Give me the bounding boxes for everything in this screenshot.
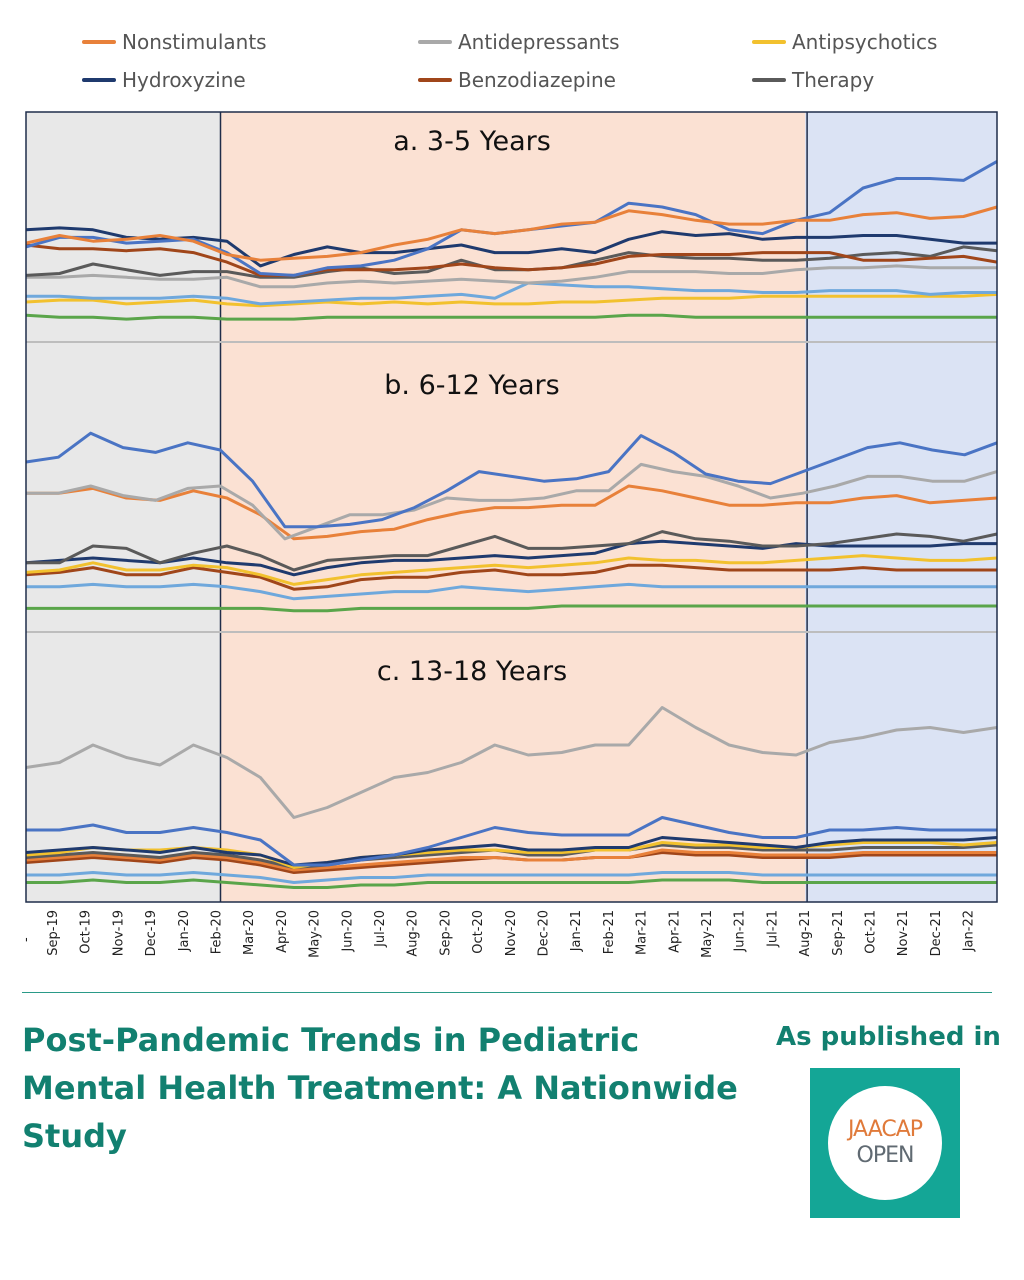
legend-item-nonstimulants: Nonstimulants [82,30,267,54]
x-tick-label: Feb-20 [210,910,225,954]
legend-label: Antipsychotics [792,30,938,54]
x-tick-label: Oct-21 [864,910,879,954]
legend-swatch [752,40,786,44]
series-line-benzodiazepine [25,243,998,277]
series-line-nonstimulants [26,484,998,541]
logo-text-open: OPEN [856,1143,915,1168]
x-tick-label: May-21 [700,910,715,958]
x-tick-label: Jun-20 [340,910,355,953]
series-line-hydroxyzine [25,539,997,577]
legend-label: Nonstimulants [122,30,267,54]
footer-divider [22,992,992,993]
x-tick-label: Oct-19 [79,910,94,954]
series-line-benzodiazepine [25,563,997,591]
published-in-label: As published in [776,1022,1001,1052]
legend-label: Therapy [792,68,875,92]
series-line-hydroxyzine [25,226,997,268]
line-chart: a. 3-5 Years b. 6-12 Years c. 13-18 Years -… [19,111,998,958]
logo-text-jaacap: JAACAP [847,1117,923,1142]
series-line-nonstimulants [25,848,997,872]
series-line-nonstimulants [25,205,998,262]
x-tick-label: Feb-21 [602,910,617,954]
series-line-antidepressants [26,462,998,541]
x-tick-label: Aug-20 [406,910,421,957]
legend-item-antidepressants: Antidepressants [418,30,620,54]
x-tick-label: Jun-21 [733,910,748,953]
legend-item-benzodiazepine: Benzodiazepine [418,68,616,92]
legend-swatch [752,78,786,82]
panel-title: a. 3-5 Years [393,126,551,157]
x-tick-label: Apr-20 [275,910,290,953]
x-tick-label: Oct-20 [471,910,486,954]
x-tick-label: Apr-21 [667,910,682,953]
x-tick-label: Nov-20 [504,910,519,956]
x-tick-label: Mar-20 [242,910,257,955]
series-line-light-blue [26,281,997,306]
x-tick-label: Sep-19 [46,910,61,956]
x-tick-label: Sep-21 [831,910,846,956]
series-line-antidepressants [26,264,997,289]
x-tick-label: Mar-21 [635,910,650,955]
legend-label: Benzodiazepine [458,68,616,92]
x-tick-label: Jul-20 [373,910,388,948]
x-tick-label: Jan-22 [962,910,977,952]
logo-circle: JAACAP OPEN [828,1086,942,1200]
x-tick-label: Dec-21 [929,910,944,956]
series-line-green [26,604,997,613]
series-line-therapy [26,530,998,572]
legend-item-hydroxyzine: Hydroxyzine [82,68,246,92]
legend-label: Hydroxyzine [122,68,246,92]
series-line-hydroxyzine [25,836,998,867]
panel-title: b. 6-12 Years [384,370,559,401]
series-line-green [25,313,997,321]
legend-swatch [82,40,116,44]
series-line-antidepressants [25,706,998,819]
x-tick-label: Jan-21 [569,910,584,952]
chart-frame [25,111,998,903]
chart-legend: Nonstimulants Antidepressants Antipsychoti… [0,0,1024,110]
legend-swatch [82,78,116,82]
x-tick-label: - [19,937,34,942]
x-tick-label: May-20 [308,910,323,958]
series-line-antipsychotics [25,292,998,308]
legend-item-therapy: Therapy [752,68,874,92]
series-line-antipsychotics [25,554,998,586]
x-tick-label: Nov-19 [111,910,126,956]
x-tick-label: Jan-20 [177,910,192,952]
legend-swatch [418,40,452,44]
x-tick-label: Dec-19 [144,910,159,956]
series-line-blue [26,816,997,867]
study-title: Post-Pandemic Trends in Pediatric Mental… [22,1021,738,1155]
legend-item-antipsychotics: Antipsychotics [752,30,937,54]
x-tick-label: Nov-21 [896,910,911,956]
legend-label: Antidepressants [458,30,620,54]
x-tick-label: Jul-21 [765,910,780,948]
legend-swatch [418,78,452,82]
x-tick-label: Aug-21 [798,910,813,957]
region-pre-pandemic [26,112,221,902]
series-line-light-blue [26,871,997,884]
series-line-light-blue [26,582,997,601]
jaacap-open-logo: JAACAP OPEN [810,1068,960,1218]
series-line-green [26,878,997,889]
series-line-blue [25,431,998,529]
x-tick-label: Dec-20 [537,910,552,956]
region-post [805,112,997,902]
panel-title: c. 13-18 Years [377,656,567,687]
x-tick-label: Sep-20 [438,910,453,956]
